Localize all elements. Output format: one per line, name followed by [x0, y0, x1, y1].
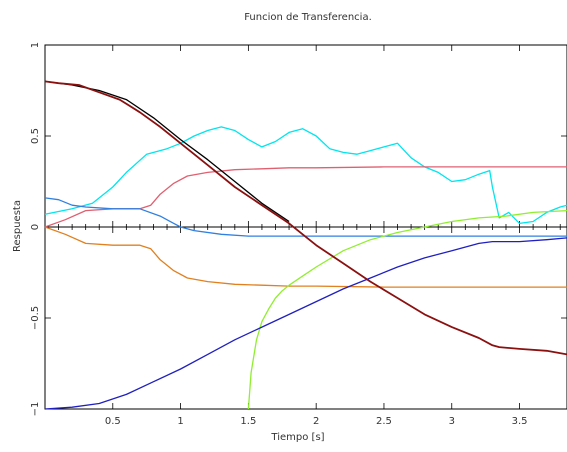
series-layer — [44, 80, 567, 410]
y-tick-label: 0 — [30, 224, 41, 230]
ticks-layer: 0.5 1 1.5 2 2.5 3 3.5 −1 −0.5 0 0.5 1 — [30, 42, 567, 427]
series-line-7 — [44, 80, 290, 223]
x-tick-label: 1.5 — [240, 416, 256, 427]
series-line-4 — [44, 197, 567, 237]
y-tick-label: 1 — [30, 42, 41, 48]
y-tick-label: −0.5 — [30, 306, 41, 330]
series-line-6 — [44, 237, 567, 410]
chart-title: Funcion de Transferencia. — [244, 12, 372, 23]
y-tick-label: −1 — [30, 402, 41, 417]
series-line-3 — [44, 226, 567, 288]
y-axis-label: Respuesta — [12, 200, 23, 252]
x-tick-label: 3 — [449, 416, 455, 427]
x-tick-label: 1 — [177, 416, 183, 427]
x-axis-label: Tiempo [s] — [270, 432, 324, 443]
x-tick-label: 3.5 — [512, 416, 528, 427]
series-line-1 — [44, 126, 567, 225]
x-tick-label: 2.5 — [376, 416, 392, 427]
x-tick-label: 2 — [313, 416, 319, 427]
series-line-5 — [247, 209, 567, 410]
y-tick-label: 0.5 — [30, 128, 41, 144]
series-line-8 — [44, 80, 567, 356]
x-tick-label: 0.5 — [105, 416, 121, 427]
